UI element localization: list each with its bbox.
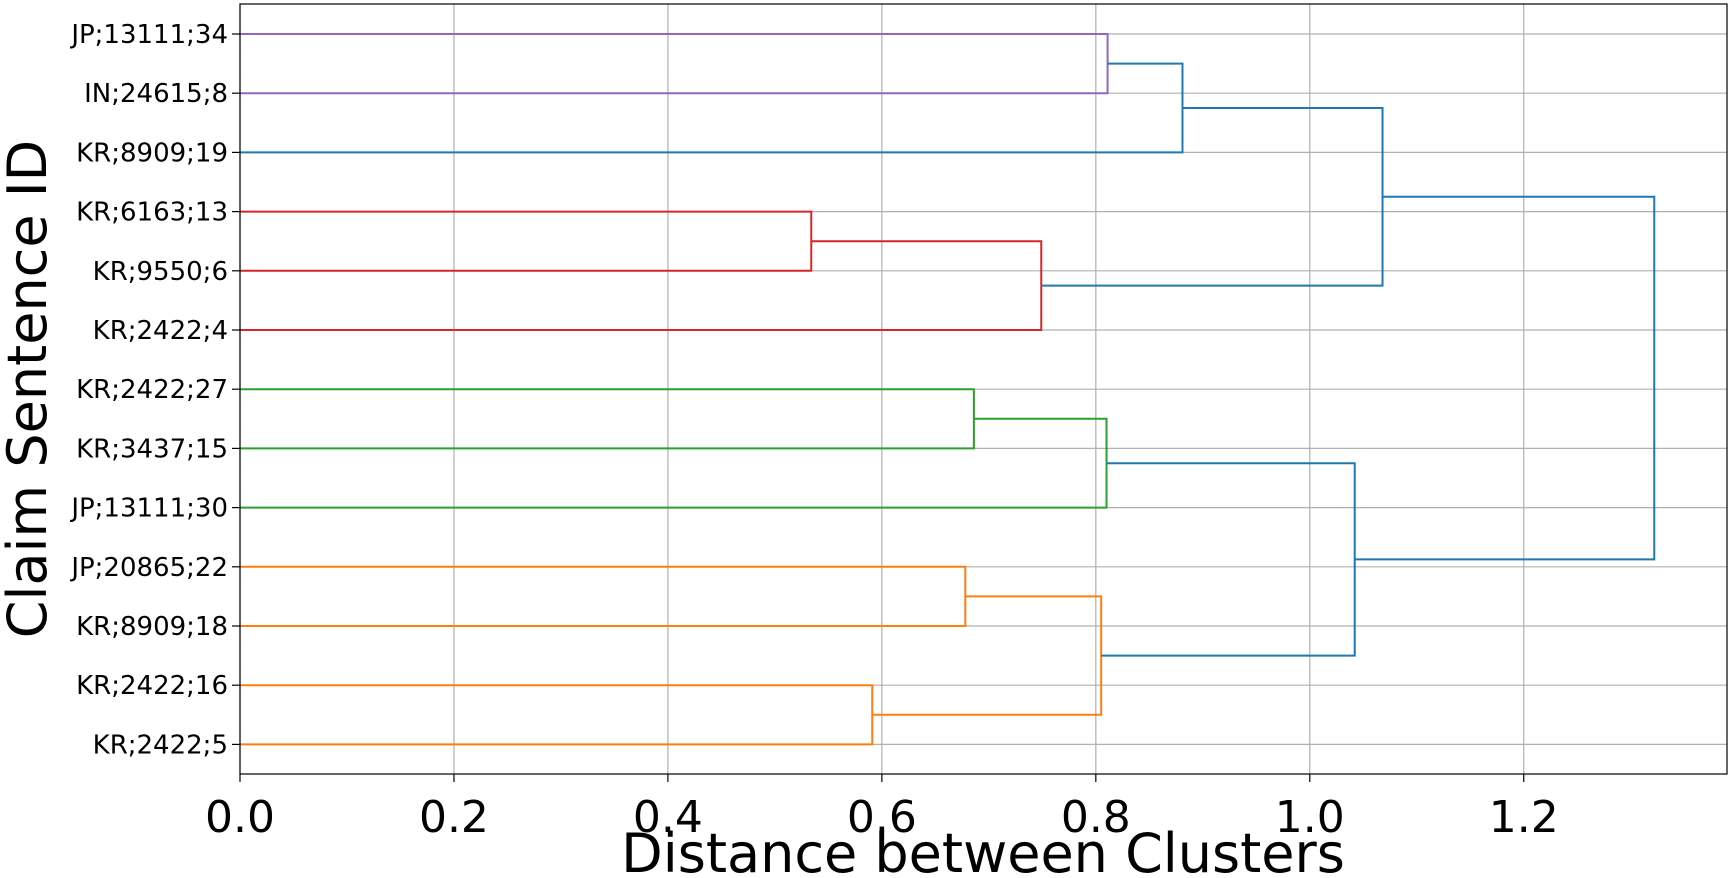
leaf-label: KR;2422;4 xyxy=(93,316,228,346)
leaf-label: KR;2422;27 xyxy=(76,375,228,405)
dendrogram-link-m1 xyxy=(240,33,1109,95)
x-tick-label: 0.6 xyxy=(847,792,917,843)
dendrogram-link-m5 xyxy=(1041,107,1384,287)
dendrogram-link-m10 xyxy=(872,595,1103,716)
x-axis-ticks: 0.0 0.2 0.4 0.6 0.8 1.0 1.2 xyxy=(205,774,1559,843)
x-tick-label: 1.2 xyxy=(1489,792,1559,843)
dendrogram-link-m3 xyxy=(240,210,813,272)
dendrogram-link-m6 xyxy=(240,388,975,450)
leaf-label: KR;6163;13 xyxy=(76,198,228,228)
dendrogram-link-m8 xyxy=(240,565,967,627)
dendrogram-links xyxy=(240,33,1656,746)
leaf-label: JP;13111;30 xyxy=(69,494,228,524)
leaf-label: KR;8909;18 xyxy=(76,612,228,642)
dendrogram-link-m12 xyxy=(1354,195,1656,561)
leaf-label: IN;24615;8 xyxy=(84,79,228,109)
leaf-label: KR;3437;15 xyxy=(76,434,228,464)
y-axis-title: Claim Sentence ID xyxy=(0,140,59,639)
x-tick-label: 0.8 xyxy=(1061,792,1131,843)
dendrogram-link-m11 xyxy=(1101,462,1356,657)
leaf-label: JP;13111;34 xyxy=(69,20,228,50)
leaf-label: KR;2422;16 xyxy=(76,671,228,701)
x-tick-label: 1.0 xyxy=(1275,792,1345,843)
leaf-label: JP;20865;22 xyxy=(69,553,228,583)
dendrogram-link-m2 xyxy=(240,62,1184,154)
dendrogram-link-m9 xyxy=(240,684,874,746)
dendrogram-link-m4 xyxy=(240,240,1043,331)
leaf-label: KR;9550;6 xyxy=(93,257,228,287)
dendrogram-link-m7 xyxy=(240,417,1108,509)
leaf-label: KR;2422;5 xyxy=(93,730,228,760)
x-tick-label: 0.2 xyxy=(419,792,489,843)
x-tick-label: 0.0 xyxy=(205,792,275,843)
x-axis-title: Distance between Clusters xyxy=(621,822,1345,878)
y-axis-ticks: JP;13111;34 IN;24615;8 KR;8909;19 KR;6163;1… xyxy=(69,20,240,760)
x-tick-label: 0.4 xyxy=(633,792,703,843)
leaf-label: KR;8909;19 xyxy=(76,138,228,168)
